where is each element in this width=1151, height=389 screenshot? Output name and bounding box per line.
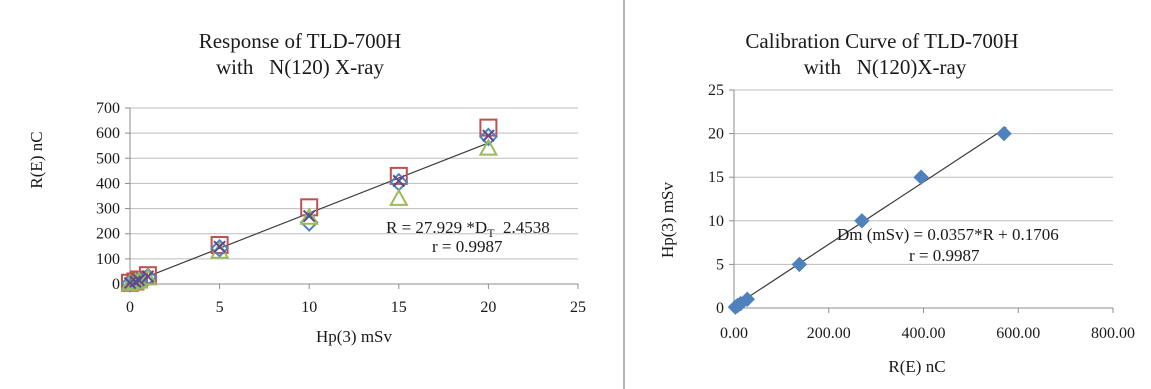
y-tick-label: 400 [96, 175, 120, 192]
x-tick-label: 0.00 [720, 325, 748, 342]
y-tick-label: 100 [96, 251, 120, 268]
y-tick-label: 15 [708, 169, 724, 186]
y-tick-label: 0 [112, 276, 120, 293]
y-tick-label: 500 [96, 150, 120, 167]
chart-title-line1: Calibration Curve of TLD-700H [745, 29, 1018, 53]
x-tick-label: 400.00 [902, 325, 946, 342]
y-tick-label: 300 [96, 201, 120, 218]
data-point-x-stroke [482, 129, 495, 142]
calibration-chart: Calibration Curve of TLD-700H with N(120… [658, 29, 1135, 376]
data-point-diamond [913, 169, 929, 185]
x-axis-label: R(E) nC [888, 357, 945, 376]
data-point-x-stroke [213, 240, 226, 254]
data-point-x [213, 240, 226, 254]
x-tick-label: 20 [480, 299, 496, 316]
correlation-annotation: r = 0.9987 [909, 246, 980, 265]
data-point-diamond [210, 238, 230, 258]
data-point-x [482, 129, 495, 142]
x-tick-label: 15 [391, 299, 407, 316]
chart-title-line2: with N(120)X-ray [804, 55, 967, 79]
x-tick-label: 25 [570, 299, 586, 316]
correlation-annotation: r = 0.9987 [432, 237, 503, 256]
data-point-x [141, 270, 155, 283]
data-point-x-stroke [132, 273, 146, 287]
chart-title-line1: Response of TLD-700H [199, 29, 402, 53]
data-point-x-stroke [302, 209, 316, 223]
data-point-triangle [138, 267, 158, 286]
y-tick-label: 5 [716, 256, 724, 273]
x-tick-label: 600.00 [996, 325, 1040, 342]
data-point-square [389, 166, 408, 185]
data-point-x [392, 174, 406, 188]
x-tick-label: 5 [216, 299, 224, 316]
response-chart: Response of TLD-700H with N(120) X-ray H… [27, 29, 586, 346]
chart-title-line2: with N(120) X-ray [216, 55, 384, 79]
y-tick-label: 700 [96, 100, 120, 117]
y-tick-label: 0 [716, 300, 724, 317]
y-axis-label: R(E) nC [27, 131, 46, 188]
y-axis-label: Hp(3) mSv [658, 181, 677, 258]
data-point-x [132, 273, 146, 287]
y-tick-label: 200 [96, 226, 120, 243]
y-tick-label: 600 [96, 125, 120, 142]
data-point-x [129, 275, 142, 289]
equation-annotation: Dm (mSv) = 0.0357*R + 0.1706 [837, 225, 1059, 244]
data-point-x-stroke [392, 174, 406, 188]
data-point-triangle [299, 207, 319, 225]
response-chart-panel: Response of TLD-700H with N(120) X-ray H… [27, 0, 625, 389]
data-point-x [302, 209, 316, 223]
data-point-triangle [389, 188, 409, 206]
data-point-diamond [854, 213, 870, 229]
data-point-square [210, 236, 229, 255]
x-tick-label: 10 [301, 299, 317, 316]
data-point-x-stroke [141, 270, 155, 283]
y-tick-label: 10 [708, 213, 724, 230]
x-tick-label: 0 [126, 299, 134, 316]
trendline [733, 127, 1007, 308]
y-tick-label: 20 [708, 126, 724, 143]
x-tick-label: 200.00 [807, 325, 851, 342]
data-point-diamond [791, 256, 808, 273]
data-point-x-stroke [129, 275, 142, 289]
data-point-diamond [996, 125, 1012, 142]
data-point-diamond [478, 127, 498, 147]
y-tick-label: 25 [708, 82, 724, 99]
data-point-triangle [478, 138, 499, 156]
calibration-chart-panel: Calibration Curve of TLD-700H with N(120… [627, 0, 1151, 389]
x-axis-label: Hp(3) mSv [316, 327, 393, 346]
x-tick-label: 800.00 [1091, 325, 1135, 342]
data-point-diamond [739, 291, 755, 307]
equation-annotation: R = 27.929 *DT 2.4538 [386, 218, 550, 240]
